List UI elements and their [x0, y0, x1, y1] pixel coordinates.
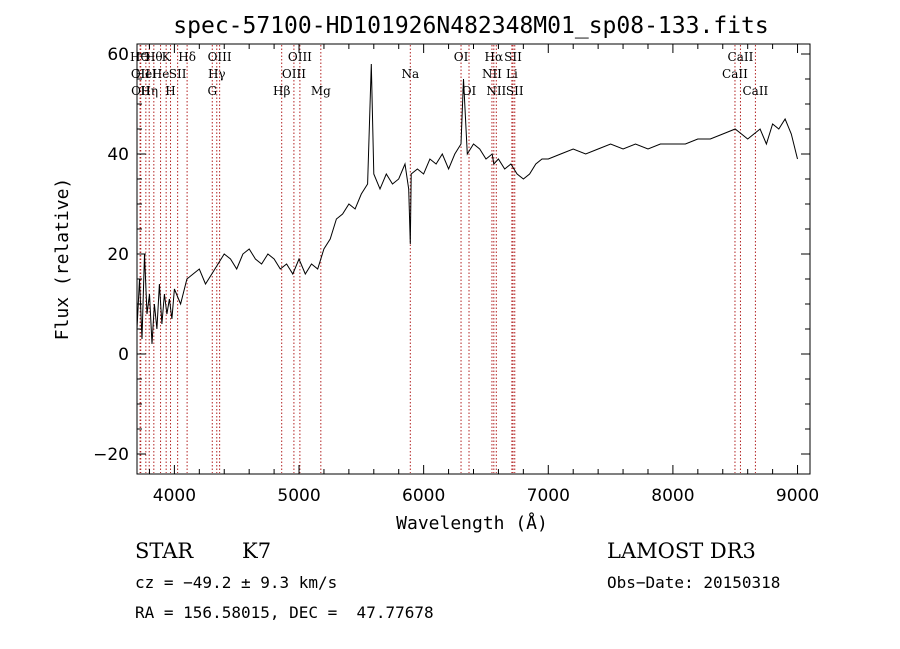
redshift-velocity: cz = −49.2 ± 9.3 km/s: [135, 573, 338, 592]
spectral-line-labels: HƟOIIOIIHeIHηHθHeKHSIIHδGHγOIIIHβOIIIOII…: [130, 50, 769, 98]
line-label-8: H: [165, 84, 175, 98]
y-tick-label-2: 20: [107, 245, 129, 265]
y-tick-label-4: 60: [107, 45, 129, 65]
line-label-26: SII: [506, 84, 524, 98]
x-axis-ticks: 4000 5000 6000 7000 8000 9000: [148, 44, 819, 506]
line-label-1: OII: [131, 67, 151, 81]
line-label-10: Hδ: [178, 50, 196, 64]
chart-title: spec-57100-HD101926N482348M01_sp08-133.f…: [173, 13, 768, 39]
line-label-29: CaII: [742, 84, 768, 98]
line-label-2: OII: [131, 84, 151, 98]
plot-frame: [136, 43, 811, 475]
line-label-12: Hγ: [208, 67, 226, 81]
line-label-25: SII: [504, 50, 522, 64]
line-label-13: OIII: [208, 50, 232, 64]
x-axis-label: Wavelength (Å): [396, 512, 548, 534]
line-label-4: Hη: [140, 84, 158, 98]
x-tick-label-3: 7000: [527, 486, 570, 506]
coordinates: RA = 156.58015, DEC = 47.77678: [135, 603, 434, 622]
x-tick-label-2: 6000: [402, 486, 445, 506]
y-axis-ticks: −20 0 20 40 60: [93, 45, 810, 465]
y-tick-label-0: −20: [93, 445, 129, 465]
y-axis-label: Flux (relative): [52, 178, 73, 341]
line-label-22: Hα: [485, 50, 504, 64]
line-label-5: Hθ: [145, 50, 163, 64]
spectrum-line: [136, 63, 798, 345]
line-label-19: OI: [454, 50, 469, 64]
line-label-15: OIII: [282, 67, 306, 81]
line-label-24: Li: [506, 67, 518, 81]
line-label-18: Na: [401, 67, 419, 81]
x-tick-label-4: 8000: [651, 486, 694, 506]
line-label-11: G: [207, 84, 217, 98]
line-label-3: HeI: [135, 67, 158, 81]
x-tick-label-5: 9000: [776, 486, 819, 506]
y-tick-label-1: 0: [118, 345, 129, 365]
line-label-28: CaII: [728, 50, 754, 64]
spectral-line-markers: [139, 45, 756, 473]
y-tick-label-3: 40: [107, 145, 129, 165]
line-label-9: SII: [169, 67, 187, 81]
observation-date: Obs−Date: 20150318: [607, 573, 781, 592]
line-label-17: Mg: [311, 84, 331, 98]
line-label-14: Hβ: [273, 84, 290, 98]
line-label-16: OIII: [288, 50, 312, 64]
survey-name: LAMOST DR3: [607, 539, 756, 563]
line-label-20: OI: [462, 84, 477, 98]
x-tick-label-0: 4000: [153, 486, 196, 506]
x-tick-label-1: 5000: [277, 486, 320, 506]
line-label-7: K: [162, 50, 172, 64]
line-label-6: He: [152, 67, 170, 81]
object-subclass: K7: [242, 539, 272, 563]
line-label-23: NII: [486, 84, 506, 98]
line-label-27: CaII: [722, 67, 748, 81]
line-label-21: NII: [482, 67, 502, 81]
object-class: STAR: [135, 539, 194, 563]
